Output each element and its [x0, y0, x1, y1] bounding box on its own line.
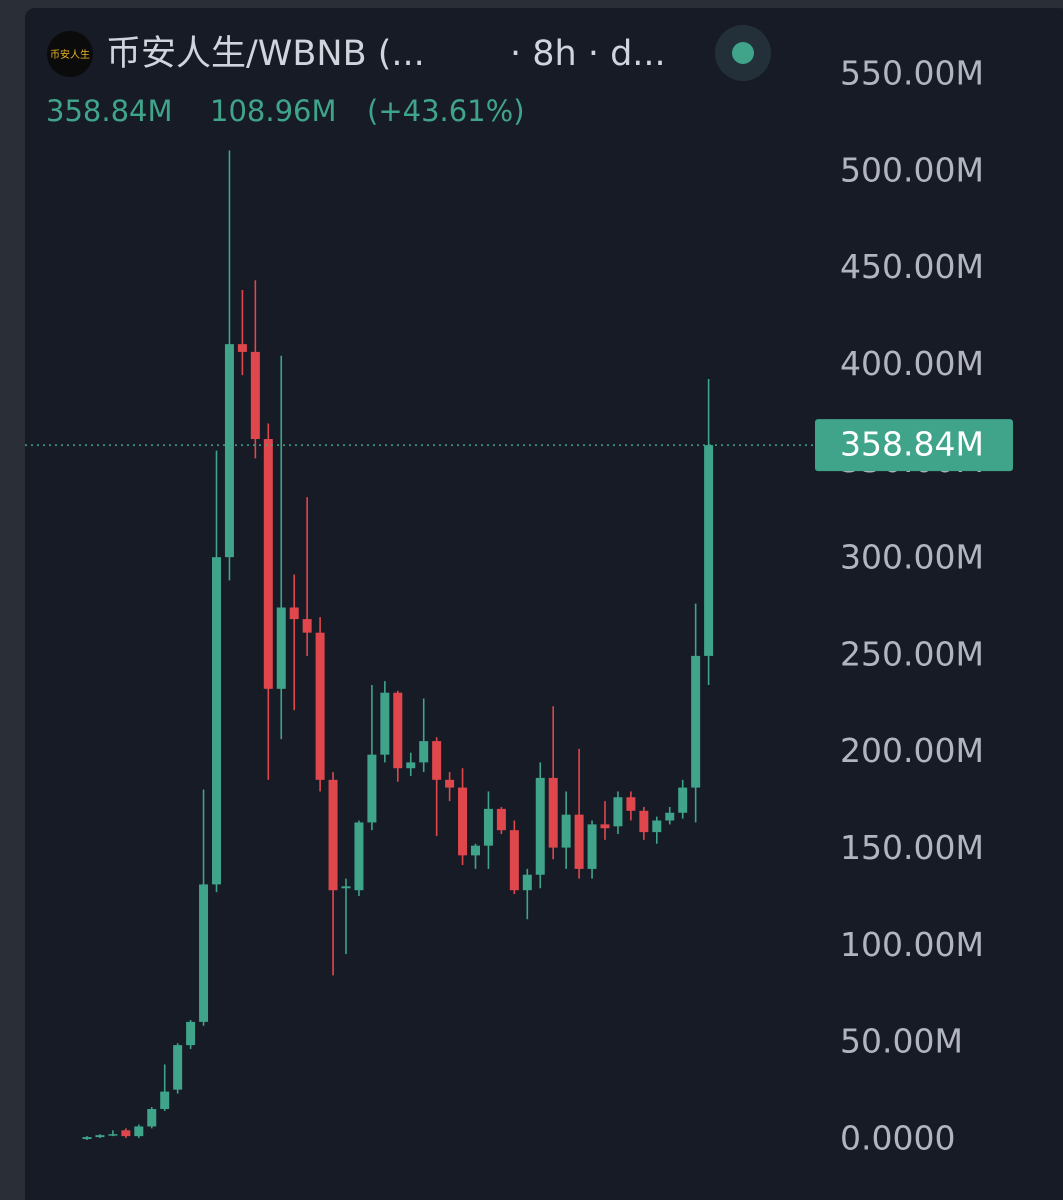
pair-title: 币安人生/WBNB (...: [106, 34, 425, 74]
candle-body: [393, 692, 403, 769]
y-tick-label: 300.00M: [840, 538, 984, 577]
candle-body: [483, 808, 493, 846]
candle-body: [665, 812, 675, 821]
candle-body: [652, 820, 662, 833]
price: 358.84M: [46, 94, 173, 128]
candle-body: [276, 607, 286, 689]
y-tick-label: 500.00M: [840, 150, 984, 189]
y-tick-label: 250.00M: [840, 634, 984, 673]
y-tick-label: 150.00M: [840, 828, 984, 867]
candle-body: [419, 741, 429, 763]
candle-body: [134, 1126, 144, 1137]
y-tick-label: 450.00M: [840, 247, 984, 286]
candle-body: [704, 445, 714, 656]
candle-body: [406, 762, 416, 769]
candle-body: [173, 1045, 183, 1090]
y-tick-label: 200.00M: [840, 731, 984, 770]
candle-body: [199, 884, 209, 1022]
candle-body: [691, 655, 701, 788]
candle-body: [302, 619, 312, 633]
candle-body: [315, 632, 325, 780]
candle-body: [108, 1134, 118, 1136]
candle-body: [458, 787, 468, 856]
candle-body: [237, 344, 247, 352]
candle-body: [328, 779, 338, 891]
candle-body: [509, 830, 519, 891]
candle-body: [82, 1137, 92, 1140]
change: 108.96M: [210, 94, 337, 128]
candle-body: [574, 814, 584, 869]
candle-body: [432, 741, 442, 780]
y-tick-label: 400.00M: [840, 344, 984, 383]
candle-body: [263, 439, 273, 689]
candle-body: [639, 810, 649, 833]
candle-body: [600, 824, 610, 829]
candle-body: [522, 874, 532, 891]
interval: · 8h · d...: [510, 34, 666, 74]
candle-body: [380, 692, 390, 755]
candle-body: [445, 779, 455, 788]
candle-body: [250, 351, 260, 440]
y-tick-label: 100.00M: [840, 925, 984, 964]
candle-body: [496, 808, 506, 831]
candle-body: [289, 607, 299, 620]
y-tick-label: 0.0000: [840, 1119, 955, 1158]
candle-body: [121, 1130, 131, 1137]
candle-body: [224, 344, 234, 558]
candle-body: [212, 557, 221, 885]
candle-body: [186, 1021, 196, 1046]
candle-body: [95, 1135, 105, 1138]
candle-body: [160, 1091, 170, 1110]
candle-body: [678, 787, 688, 813]
change-pct: (+43.61%): [367, 94, 525, 128]
candle-body: [587, 824, 597, 869]
candle-body: [626, 797, 636, 811]
candle-body: [367, 754, 377, 823]
last-price-box: [815, 419, 1013, 472]
logo-text: 币安人生: [50, 48, 90, 61]
candle-body: [613, 797, 623, 827]
candle-body: [535, 777, 545, 875]
candle-body: [147, 1109, 157, 1127]
candle-body: [354, 822, 364, 891]
candle-body: [548, 777, 558, 848]
status-dot: [732, 42, 754, 64]
y-tick-label: 550.00M: [840, 54, 984, 93]
y-tick-label: 50.00M: [840, 1022, 963, 1061]
candle-body: [341, 886, 351, 889]
logo: [47, 31, 93, 77]
panel: [25, 8, 1063, 1200]
last-price-label: 358.84M: [840, 425, 984, 464]
candle-body: [561, 814, 571, 848]
candle-body: [471, 845, 480, 856]
